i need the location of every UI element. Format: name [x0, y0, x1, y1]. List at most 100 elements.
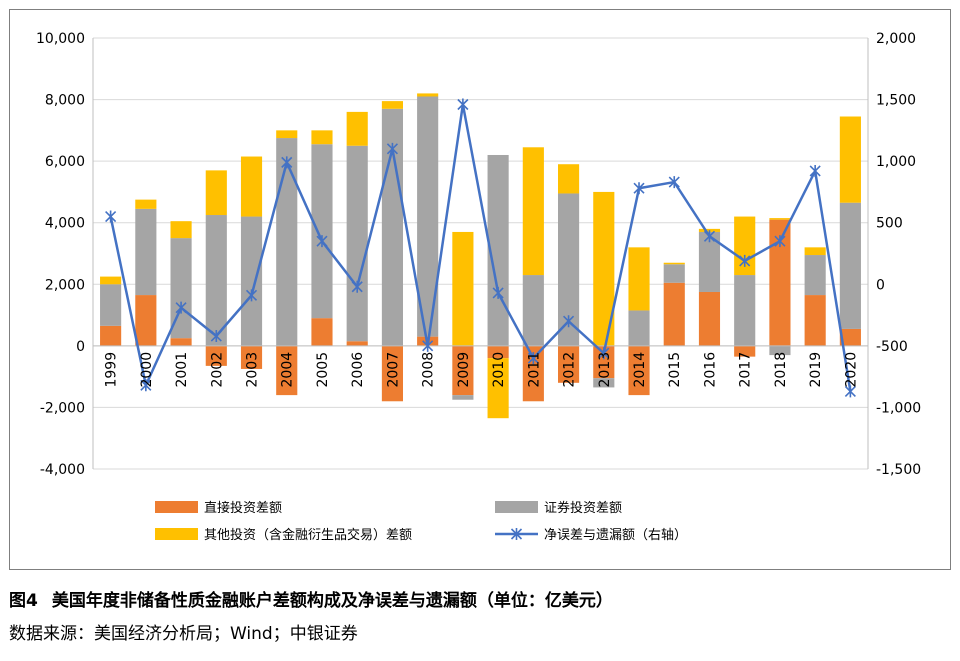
- left-axis-tick-label: 8,000: [45, 93, 85, 109]
- bar-other: [417, 93, 439, 97]
- errors-point-marker: [809, 164, 821, 177]
- bar-other: [734, 216, 756, 276]
- bar-direct: [170, 338, 192, 346]
- bar-direct: [734, 345, 756, 357]
- bar-direct: [205, 345, 227, 366]
- bar-other: [346, 111, 368, 146]
- x-axis-tick-label: 2011: [526, 352, 542, 388]
- bar-portfolio: [100, 284, 122, 326]
- errors-point-marker: [527, 352, 539, 365]
- bar-portfolio: [205, 215, 227, 346]
- errors-point-marker: [140, 379, 152, 392]
- bar-other: [558, 164, 580, 194]
- legend-errors-marker: [510, 528, 523, 540]
- legend-errors-label: 净误差与遗漏额（右轴）: [544, 527, 687, 543]
- left-axis-tick-label: 10,000: [36, 31, 85, 47]
- errors-point-marker: [422, 339, 434, 352]
- left-axis-tick-label: 6,000: [45, 154, 85, 170]
- legend-other-label: 其他投资（含金融衍生品交易）差额: [204, 527, 412, 543]
- x-axis-tick-label: 1999: [104, 352, 120, 388]
- x-axis-tick-label: 2001: [174, 352, 190, 388]
- errors-point-marker: [598, 347, 610, 360]
- errors-point-marker: [281, 156, 293, 169]
- right-axis-tick-label: 1,500: [876, 93, 916, 109]
- bar-other: [381, 101, 403, 109]
- bar-portfolio: [734, 275, 756, 346]
- bar-direct: [804, 295, 826, 346]
- errors-point-marker: [668, 176, 680, 189]
- errors-line: [109, 104, 852, 392]
- bar-other: [452, 231, 474, 346]
- bar-portfolio: [769, 345, 791, 356]
- legend-direct-label: 直接投资差额: [204, 500, 282, 516]
- errors-point-marker: [457, 98, 469, 111]
- bar-portfolio: [487, 154, 509, 346]
- x-axis-tick-label: 2019: [808, 352, 824, 388]
- bar-direct: [769, 219, 791, 346]
- right-axis-tick-label: -1,000: [876, 400, 921, 416]
- bar-direct: [487, 345, 509, 359]
- bar-portfolio: [628, 310, 650, 346]
- bar-portfolio: [276, 138, 298, 346]
- bar-other: [205, 170, 227, 216]
- chart: -4,000 -2,000 0 2,000 4,000 6,000 8,000 10,000 -…: [36, 31, 921, 543]
- left-axis-tick-label: 4,000: [45, 216, 85, 232]
- x-axis-tick-label: 2000: [139, 352, 155, 388]
- right-axis-tick-label: 2,000: [876, 31, 916, 47]
- bar-other: [628, 247, 650, 311]
- bar-other: [769, 218, 791, 220]
- bar-direct: [698, 291, 721, 346]
- x-axis-tick-label: 2020: [843, 352, 859, 388]
- errors-point-marker: [844, 385, 856, 398]
- figure-title: 美国年度非储备性质金融账户差额构成及净误差与遗漏额（单位：亿美元）: [51, 591, 613, 611]
- right-axis-tick-label: 0: [876, 277, 885, 293]
- bar-direct: [276, 345, 298, 396]
- x-axis-tick-label: 2010: [491, 352, 507, 388]
- bar-direct: [311, 318, 333, 346]
- errors-point-marker: [739, 254, 751, 267]
- bar-other: [240, 156, 263, 217]
- right-axis-tick-label: 1,000: [876, 154, 916, 170]
- x-axis-tick-label: 2009: [456, 352, 472, 388]
- bar-portfolio: [135, 208, 157, 296]
- bar-direct: [663, 282, 685, 346]
- bar-portfolio: [663, 264, 685, 283]
- bar-direct: [240, 345, 263, 369]
- bar-other: [135, 199, 157, 209]
- x-axis-tick-label: 2016: [702, 352, 718, 388]
- x-axis-tick-label: 2005: [315, 352, 331, 388]
- bar-other: [663, 262, 685, 265]
- errors-point-marker: [245, 289, 258, 302]
- bar-direct: [522, 345, 544, 402]
- left-axis-tick-label: -4,000: [40, 462, 85, 478]
- chart-frame: [9, 9, 951, 570]
- figure-source: 数据来源：美国经济分析局；Wind；中银证券: [9, 624, 358, 644]
- x-axis-tick-label: 2017: [738, 352, 754, 388]
- errors-point-marker: [703, 230, 716, 243]
- bar-portfolio: [522, 275, 544, 346]
- bar-direct: [346, 341, 368, 346]
- errors-point-marker: [175, 301, 187, 314]
- legend-direct-swatch: [155, 501, 198, 513]
- bar-portfolio: [839, 202, 861, 329]
- bar-other: [839, 116, 861, 203]
- bar-portfolio: [558, 193, 580, 346]
- x-axis-tick-label: 2013: [597, 352, 613, 388]
- errors-point-marker: [774, 235, 786, 248]
- figure-caption: 图4 美国年度非储备性质金融账户差额构成及净误差与遗漏额（单位：亿美元）: [9, 586, 613, 611]
- right-axis-tick-label: -1,500: [876, 462, 921, 478]
- errors-point-marker: [563, 315, 575, 328]
- bar-portfolio: [593, 378, 615, 388]
- legend-portfolio-swatch: [495, 501, 538, 513]
- figure-number: 图4: [9, 591, 38, 611]
- bar-other: [522, 147, 544, 276]
- errors-point-marker: [492, 286, 504, 299]
- errors-point-marker: [633, 182, 645, 195]
- bar-portfolio: [417, 96, 439, 337]
- errors-point-marker: [386, 142, 398, 155]
- x-axis-tick-label: 2014: [632, 352, 648, 388]
- left-axis-tick-label: -2,000: [40, 400, 85, 416]
- x-axis-tick-label: 2012: [562, 352, 578, 388]
- x-axis-tick-label: 2008: [421, 352, 437, 388]
- x-axis-tick-label: 2004: [280, 352, 296, 388]
